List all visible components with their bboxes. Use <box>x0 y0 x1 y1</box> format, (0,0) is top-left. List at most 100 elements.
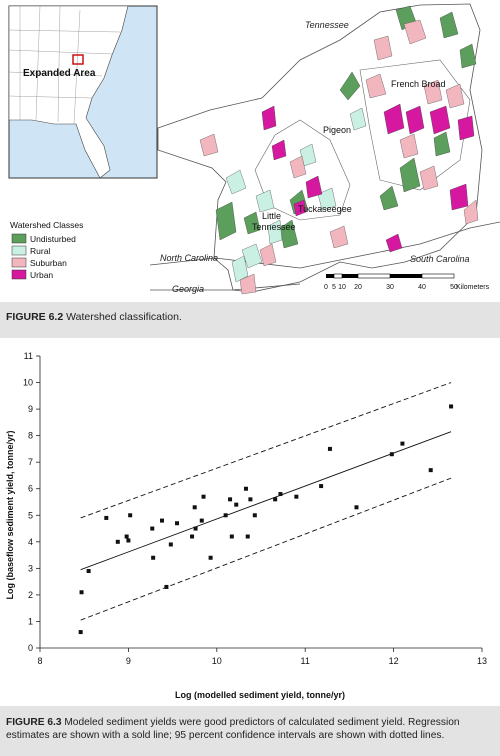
figure-6-2-caption: FIGURE 6.2 Watershed classification. <box>6 311 496 323</box>
x-tick-label: 10 <box>212 656 222 666</box>
y-tick-label: 10 <box>23 378 33 388</box>
x-axis-label: Log (modelled sediment yield, tonne/yr) <box>175 690 345 700</box>
y-tick-label: 8 <box>28 431 33 441</box>
data-point <box>193 526 198 531</box>
data-point <box>151 555 156 560</box>
label-little: Little <box>262 211 281 221</box>
legend-swatch-suburban <box>11 257 27 268</box>
data-point <box>234 502 239 507</box>
label-tennessee: Tennessee <box>305 20 349 30</box>
data-point <box>208 555 213 560</box>
x-tick-label: 12 <box>389 656 399 666</box>
x-tick-label: 9 <box>126 656 131 666</box>
data-point <box>201 494 206 499</box>
chart-lines <box>80 382 452 621</box>
y-tick-label: 1 <box>28 616 33 626</box>
data-point <box>354 505 359 510</box>
label-georgia: Georgia <box>172 284 204 294</box>
y-tick-label: 6 <box>28 484 33 494</box>
legend-label-urban: Urban <box>30 270 53 280</box>
y-axis-label: Log (baseflow sediment yield, tonne/yr) <box>5 430 15 599</box>
y-tick-label: 2 <box>28 590 33 600</box>
figure-6-3-number: FIGURE 6.3 <box>6 717 62 728</box>
watershed-map-figure: Expanded Area <box>0 0 500 302</box>
french-broad-basin-outline <box>359 59 471 191</box>
inset-highlight-box <box>72 54 84 65</box>
data-point <box>248 497 253 502</box>
data-point <box>79 590 84 595</box>
figure-6-3-caption: FIGURE 6.3 Modeled sediment yields were … <box>6 716 496 742</box>
legend-swatch-urban <box>11 269 27 280</box>
label-little-tennessee: Tennessee <box>252 222 296 232</box>
data-point <box>168 542 173 547</box>
legend-label-suburban: Suburban <box>30 258 67 268</box>
scale-tick-20: 20 <box>354 284 362 291</box>
data-point <box>245 534 250 539</box>
y-tick-label: 4 <box>28 537 33 547</box>
data-point <box>229 534 234 539</box>
pigeon-basin-outline <box>254 119 351 221</box>
label-french-broad: French Broad <box>391 79 446 89</box>
inset-label: Expanded Area <box>23 68 96 79</box>
data-point <box>400 441 405 446</box>
watershed-map: Expanded Area <box>8 3 500 295</box>
scale-bar: 0 5 10 20 30 40 50 Kilometers <box>324 273 490 291</box>
state-border-ga <box>150 283 301 291</box>
data-point <box>294 494 299 499</box>
data-point <box>223 513 228 518</box>
inset-state-lines <box>8 5 121 125</box>
scale-tick-5: 5 <box>332 284 336 291</box>
y-tick-label: 9 <box>28 404 33 414</box>
data-point <box>150 526 155 531</box>
label-tuckaseegee: Tuckaseegee <box>298 204 352 214</box>
data-point <box>128 513 133 518</box>
x-tick-label: 11 <box>301 656 310 666</box>
y-tick-label: 11 <box>24 351 33 361</box>
data-point <box>192 505 197 510</box>
legend-swatch-undisturbed <box>11 233 27 244</box>
data-point <box>86 569 91 574</box>
figure-6-3-text: Modeled sediment yields were good predic… <box>6 717 460 741</box>
regression-line <box>80 431 452 571</box>
data-point <box>175 521 180 526</box>
data-point <box>428 468 433 473</box>
x-tick-label: 8 <box>37 656 42 666</box>
lower-confidence-line <box>80 477 452 621</box>
inset-land <box>8 5 129 179</box>
data-point <box>124 534 129 539</box>
label-north-carolina: North Carolina <box>160 253 218 263</box>
sediment-yield-figure: 8 9 10 11 12 13 0 1 2 3 4 5 6 7 8 9 10 11 Log (modelled s… <box>0 338 500 706</box>
map-legend: Watershed Classes Undisturbed Rural Suburb… <box>10 220 83 280</box>
data-point <box>78 630 83 635</box>
legend-swatch-rural <box>11 245 27 256</box>
legend-label-rural: Rural <box>30 246 50 256</box>
data-point <box>252 513 257 518</box>
y-tick-label: 5 <box>28 510 33 520</box>
data-point <box>273 497 278 502</box>
y-tick-label: 0 <box>28 643 33 653</box>
data-point <box>327 446 332 451</box>
inset-map: Expanded Area <box>8 5 158 179</box>
y-tick-label: 7 <box>28 457 33 467</box>
data-point <box>126 538 131 543</box>
label-pigeon: Pigeon <box>323 125 351 135</box>
upper-confidence-line <box>80 382 452 519</box>
data-point <box>104 515 109 520</box>
data-point <box>278 492 283 497</box>
legend-title: Watershed Classes <box>10 220 83 230</box>
figure-6-2-text: Watershed classification. <box>63 311 182 323</box>
scale-tick-10: 10 <box>338 284 346 291</box>
label-south-carolina: South Carolina <box>410 254 470 264</box>
data-point <box>115 539 120 544</box>
scale-tick-40: 40 <box>418 284 426 291</box>
data-point <box>389 452 394 457</box>
legend-label-undisturbed: Undisturbed <box>30 234 76 244</box>
scale-tick-30: 30 <box>386 284 394 291</box>
y-tick-label: 3 <box>28 563 33 573</box>
scale-unit: Kilometers <box>456 284 490 291</box>
figure-6-2-number: FIGURE 6.2 <box>6 311 64 323</box>
data-point <box>190 534 195 539</box>
x-tick-label: 13 <box>477 656 487 666</box>
scale-tick-0: 0 <box>324 284 328 291</box>
